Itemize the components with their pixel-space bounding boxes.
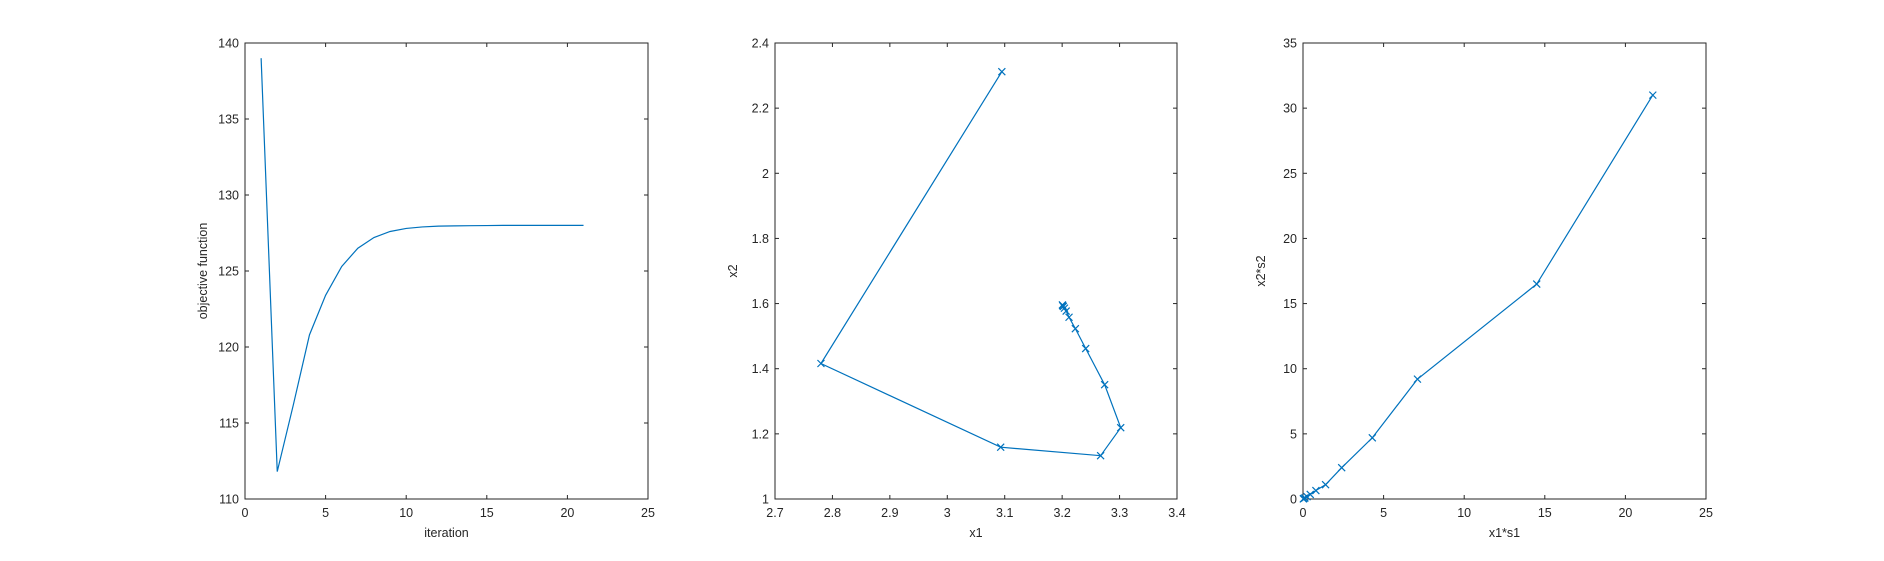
y-tick-label: 1.6: [752, 297, 769, 311]
y-tick-label: 140: [218, 37, 239, 51]
x-tick-label: 2.9: [881, 506, 898, 520]
y-tick-label: 2.2: [752, 102, 769, 116]
y-tick-label: 110: [219, 493, 239, 507]
data-point: [996, 443, 1005, 452]
y-tick-label: 130: [218, 189, 239, 203]
data-point-stroke: [996, 443, 1005, 452]
y-tick-label: 0: [1290, 493, 1297, 507]
data-point-stroke: [1337, 463, 1346, 472]
data-point-stroke: [1116, 423, 1125, 432]
x-tick-label: 15: [1538, 506, 1552, 520]
data-point: [1071, 324, 1080, 333]
data-point: [1311, 486, 1320, 495]
data-point-stroke: [1062, 307, 1071, 315]
x-tick-label: 3.4: [1168, 506, 1185, 520]
y-tick-label: 1.4: [752, 362, 769, 376]
y-tick-label: 115: [219, 417, 239, 431]
data-point-stroke: [1413, 375, 1422, 384]
data-point: [817, 359, 825, 368]
x-tick-label: 25: [1699, 506, 1713, 520]
x-tick-label: 20: [560, 506, 574, 520]
data-point-stroke: [1071, 324, 1080, 333]
data-point: [1321, 480, 1330, 489]
data-point-stroke: [997, 67, 1006, 76]
y-tick-label: 125: [218, 265, 239, 279]
data-point: [1081, 344, 1090, 353]
subplot-scaled-trajectory: 0 5 10 15 20 25 0 5 10 15 20 25 30 35 x1*s1 x2*s2: [1254, 37, 1713, 541]
data-point: [1058, 300, 1067, 309]
data-point-stroke: [1058, 300, 1067, 309]
data-point: [1368, 433, 1377, 442]
x-tick-label: 0: [242, 506, 249, 520]
x-tick-label: 10: [399, 506, 413, 520]
data-point: [1413, 375, 1422, 384]
data-point: [1532, 280, 1541, 288]
x-tick-label: 3.1: [996, 506, 1013, 520]
x-axis-label: x1*s1: [1489, 526, 1520, 540]
x-tick-label: 25: [641, 506, 655, 520]
data-point: [1096, 451, 1105, 460]
y-tick-label: 35: [1283, 37, 1297, 51]
x-tick-label: 5: [1380, 506, 1387, 520]
y-tick-label: 2.4: [752, 37, 769, 51]
x-tick-label: 20: [1618, 506, 1632, 520]
y-tick-label: 1.2: [752, 427, 769, 441]
y-axis-label: objective function: [196, 223, 210, 320]
subplot-objective-vs-iteration: 0 5 10 15 20 25 110 115 120 125 130 135 140 iteration…: [196, 37, 655, 541]
y-tick-label: 15: [1283, 297, 1297, 311]
data-point-stroke: [1299, 494, 1308, 503]
data-point: [1065, 313, 1073, 322]
x-tick-label: 3.3: [1111, 506, 1128, 520]
y-tick-label: 120: [218, 341, 239, 355]
data-point-stroke: [1065, 313, 1073, 322]
y-tick-label: 2: [762, 167, 769, 181]
data-point-stroke: [1368, 433, 1377, 442]
y-tick-label: 1: [762, 493, 769, 507]
data-point: [1648, 91, 1657, 100]
subplot-x2-vs-x1: 2.7 2.8 2.9 3 3.1 3.2 3.3 3.4 1 1.2 1.4 1.6 1.8 2 2.2 2…: [726, 37, 1186, 541]
y-tick-label: 135: [218, 113, 239, 127]
axes-frame: [1302, 42, 1707, 500]
x-tick-label: 3: [944, 506, 951, 520]
data-point: [1100, 380, 1109, 389]
y-tick-label: 30: [1283, 102, 1297, 116]
data-point-stroke: [1081, 344, 1090, 353]
y-tick-label: 25: [1283, 167, 1297, 181]
y-axis-label: x2: [726, 264, 740, 277]
axes-frame: [774, 42, 1178, 500]
data-point-stroke: [1311, 486, 1320, 495]
x-tick-label: 10: [1457, 506, 1471, 520]
data-point-stroke: [1648, 91, 1657, 100]
data-point: [1299, 494, 1308, 503]
data-point-stroke: [1321, 480, 1330, 489]
x-tick-label: 15: [480, 506, 494, 520]
y-tick-label: 1.8: [752, 232, 769, 246]
data-point: [1116, 423, 1125, 432]
axes-frame: [244, 42, 649, 500]
x-tick-label: 2.8: [824, 506, 841, 520]
x-axis-label: iteration: [424, 526, 469, 540]
data-point-stroke: [1096, 451, 1105, 460]
y-tick-label: 20: [1283, 232, 1297, 246]
x-tick-label: 2.7: [766, 506, 783, 520]
data-point: [997, 67, 1006, 76]
data-point: [1337, 463, 1346, 472]
x-tick-label: 0: [1300, 506, 1307, 520]
x-axis-label: x1: [969, 526, 982, 540]
y-tick-label: 10: [1283, 362, 1297, 376]
data-point-stroke: [1100, 380, 1109, 389]
x-tick-label: 3.2: [1053, 506, 1070, 520]
series-line: [260, 58, 584, 472]
data-point-stroke: [817, 359, 825, 368]
y-tick-label: 5: [1290, 427, 1297, 441]
x-tick-label: 5: [322, 506, 329, 520]
data-point-stroke: [1532, 280, 1541, 288]
y-axis-label: x2*s2: [1254, 255, 1268, 286]
